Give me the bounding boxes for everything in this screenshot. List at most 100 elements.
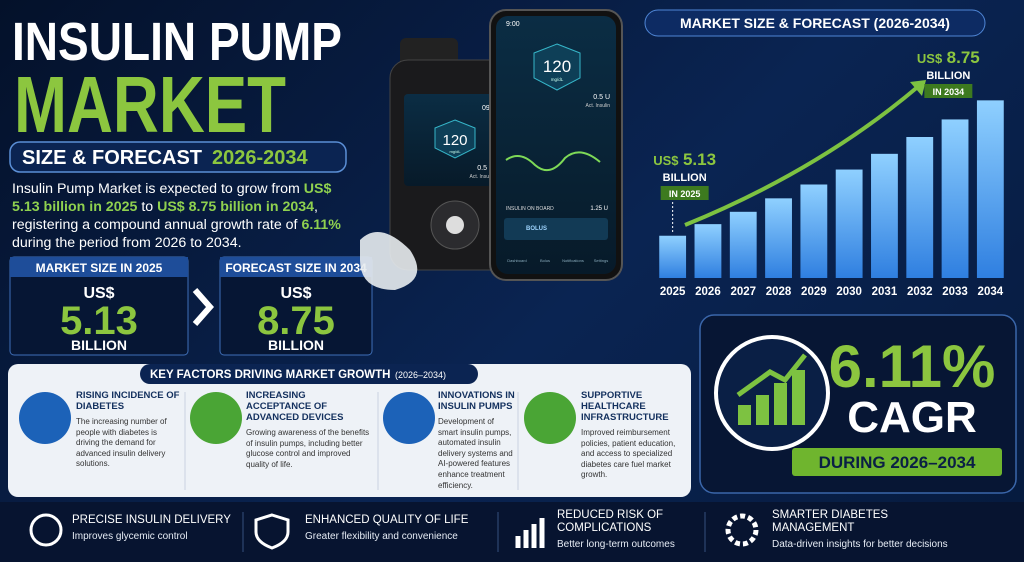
title: MARKET xyxy=(14,60,286,149)
x-tick-label: 2034 xyxy=(978,286,1004,298)
factor-text: Growing awareness of the benefits of ins… xyxy=(246,428,370,469)
annotation-value: US$ 5.13 xyxy=(653,150,716,169)
bar xyxy=(906,137,934,278)
benefit-title: REDUCED RISK OF COMPLICATIONS xyxy=(557,509,664,534)
phone-iob-value: 1.25 U xyxy=(590,206,608,212)
benefit-text: Data-driven insights for better decision… xyxy=(772,539,948,550)
subtitle-box xyxy=(9,141,347,173)
bar xyxy=(835,169,863,278)
phone-iob-label: INSULIN ON BOARD xyxy=(506,206,554,212)
phone-tab: Dashboard xyxy=(507,258,527,263)
stat-label: MARKET SIZE IN 2025 xyxy=(36,261,163,275)
factor-title: INNOVATIONS IN INSULIN PUMPS xyxy=(438,390,515,412)
subtitle-period: 2026-2034 xyxy=(212,147,309,169)
factor-icon xyxy=(383,392,435,444)
factor-text: Improved reimbursement policies, patient… xyxy=(581,428,676,480)
benefit-title: ENHANCED QUALITY OF LIFE xyxy=(305,514,469,526)
annotation-period: IN 2034 xyxy=(933,87,965,97)
factor-title: SUPPORTIVE HEALTHCARE INFRASTRUCTURE xyxy=(581,390,669,423)
phone-tab: Settings xyxy=(594,258,608,263)
cagr-icon-bars xyxy=(736,353,807,425)
bar xyxy=(694,224,722,278)
factor-title: RISING INCIDENCE OF DIABETES xyxy=(76,390,180,412)
x-tick-label: 2029 xyxy=(801,286,827,298)
bar xyxy=(871,153,898,278)
factor-text: Development of smart insulin pumps, auto… xyxy=(438,417,513,490)
benefit-icon xyxy=(29,513,63,547)
stat-currency: US$ xyxy=(280,285,311,302)
stat-label: FORECAST SIZE IN 2034 xyxy=(225,261,367,275)
factor: RISING INCIDENCE OF DIABETES The increasi… xyxy=(76,390,180,470)
annotation-number: 5.13 xyxy=(683,150,716,169)
annotation-period: IN 2025 xyxy=(669,189,701,199)
phone-insulin-label: Act. Insulin xyxy=(586,103,611,109)
intro-text: , registering a compound annual growth r… xyxy=(12,199,318,233)
cagr-value: 6.11% xyxy=(829,333,996,400)
annotation-value: US$ 8.75 xyxy=(917,48,980,67)
benefit-text: Greater flexibility and convenience xyxy=(305,531,458,542)
factor-icon xyxy=(190,392,242,444)
bar xyxy=(729,211,757,278)
stat-currency: US$ xyxy=(83,285,114,302)
factors-title-box xyxy=(140,364,478,384)
factor-title: INCREASING ACCEPTANCE OF ADVANCED DEVICE… xyxy=(246,390,344,423)
bar xyxy=(941,119,969,278)
factor: INNOVATIONS IN INSULIN PUMPS Development … xyxy=(438,390,516,491)
benefit: REDUCED RISK OF COMPLICATIONS Better long… xyxy=(557,509,697,550)
intro: Insulin Pump Market is expected to grow … xyxy=(12,180,347,252)
title: INSULIN PUMP xyxy=(12,12,342,72)
benefit-title: SMARTER DIABETES MANAGEMENT xyxy=(772,509,889,534)
x-tick-label: 2026 xyxy=(695,286,721,298)
factor-text: The increasing number of people with dia… xyxy=(76,417,167,469)
benefit-text: Improves glycemic control xyxy=(72,531,188,542)
benefit-icon xyxy=(725,513,759,547)
x-tick-label: 2032 xyxy=(907,286,933,298)
insulin-pump: 09:00 120 mg/dL 0.5 U Act. Insulin xyxy=(360,38,511,290)
factors-panel xyxy=(8,364,691,497)
x-tick-label: 2030 xyxy=(836,286,862,298)
phone-reading: 120 xyxy=(543,57,571,76)
stat-unit: BILLION xyxy=(268,337,324,353)
pump-unit: mg/dL xyxy=(449,149,461,154)
trend-arrow xyxy=(684,83,922,227)
pump-reading: 120 xyxy=(442,132,467,149)
annotation-currency: US$ xyxy=(917,51,943,66)
phone-time: 9:00 xyxy=(506,21,520,28)
factor-icon xyxy=(524,392,576,444)
phone-unit: mg/dL xyxy=(551,77,564,82)
bar xyxy=(659,235,687,278)
intro-text: Insulin Pump Market is expected to grow … xyxy=(12,181,304,197)
stat-value: 5.13 xyxy=(60,299,138,343)
intro-highlight: US$ 8.75 billion in 2034 xyxy=(157,199,315,215)
intro-text: during the period from 2026 to 2034. xyxy=(12,235,242,251)
benefits-bar xyxy=(0,502,1024,562)
factors-title: KEY FACTORS DRIVING MARKET GROWTH xyxy=(150,369,390,381)
stat-value: 8.75 xyxy=(257,299,335,343)
benefit-text: Better long-term outcomes xyxy=(557,539,675,550)
annotation-unit: BILLION xyxy=(926,70,970,82)
pump-insulin-label: Act. Insulin xyxy=(470,174,495,180)
intro-highlight: 6.11% xyxy=(301,217,341,233)
cagr-period-box xyxy=(792,448,1002,476)
phone: 9:00 120 mg/dL 0.5 U Act. Insulin INSULI… xyxy=(489,9,623,281)
trend-arrowhead xyxy=(910,80,926,96)
benefit-icon xyxy=(515,518,545,548)
subtitle: SIZE & FORECAST xyxy=(22,147,202,169)
benefit: SMARTER DIABETES MANAGEMENT Data-driven i… xyxy=(772,509,1012,550)
x-tick-label: 2025 xyxy=(660,286,686,298)
bar xyxy=(765,198,792,278)
factor: INCREASING ACCEPTANCE OF ADVANCED DEVICE… xyxy=(246,390,372,470)
annotation-number: 8.75 xyxy=(947,48,980,67)
benefit: ENHANCED QUALITY OF LIFE Greater flexibil… xyxy=(305,514,495,542)
benefit-icon xyxy=(254,513,290,550)
bar xyxy=(800,184,828,278)
stat-box: MARKET SIZE IN 2025 US$ 5.13 BILLION xyxy=(9,256,189,356)
chart-title: MARKET SIZE & FORECAST (2026-2034) xyxy=(680,15,950,31)
cagr-icon xyxy=(714,335,830,451)
pump-insulin: 0.5 U xyxy=(477,165,494,172)
x-tick-label: 2027 xyxy=(730,286,756,298)
benefit-title: PRECISE INSULIN DELIVERY xyxy=(72,514,231,526)
cagr-period: DURING 2026–2034 xyxy=(819,453,976,472)
